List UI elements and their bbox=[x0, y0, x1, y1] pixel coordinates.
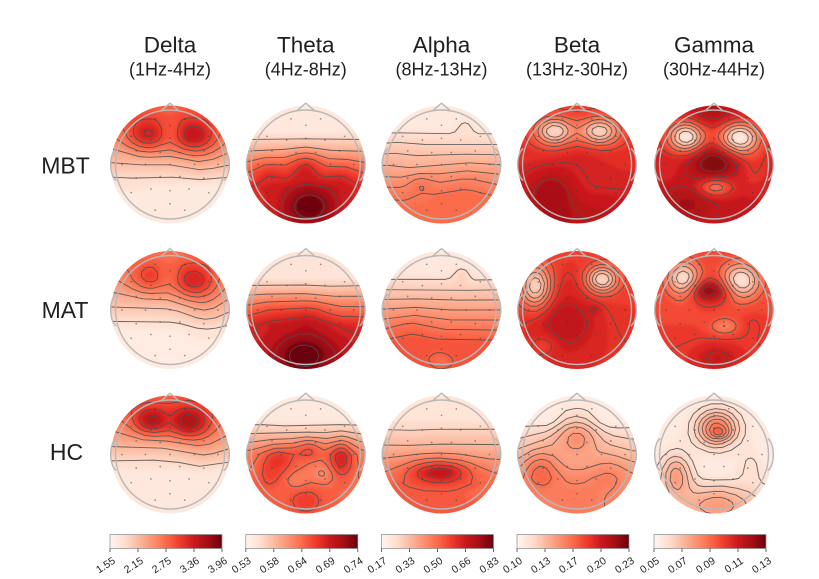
svg-text:Gamma: Gamma bbox=[674, 33, 755, 58]
svg-text:Delta: Delta bbox=[144, 33, 197, 58]
svg-text:Theta: Theta bbox=[277, 33, 335, 58]
svg-text:(1Hz-4Hz): (1Hz-4Hz) bbox=[129, 60, 211, 80]
svg-text:(13Hz-30Hz): (13Hz-30Hz) bbox=[526, 60, 628, 80]
svg-text:HC: HC bbox=[50, 439, 83, 465]
svg-text:(30Hz-44Hz): (30Hz-44Hz) bbox=[663, 60, 765, 80]
svg-text:(8Hz-13Hz): (8Hz-13Hz) bbox=[395, 60, 487, 80]
svg-text:MBT: MBT bbox=[41, 153, 90, 179]
svg-text:MAT: MAT bbox=[42, 297, 89, 323]
svg-text:(4Hz-8Hz): (4Hz-8Hz) bbox=[265, 60, 347, 80]
svg-text:Beta: Beta bbox=[554, 33, 601, 58]
svg-text:Alpha: Alpha bbox=[413, 33, 471, 58]
